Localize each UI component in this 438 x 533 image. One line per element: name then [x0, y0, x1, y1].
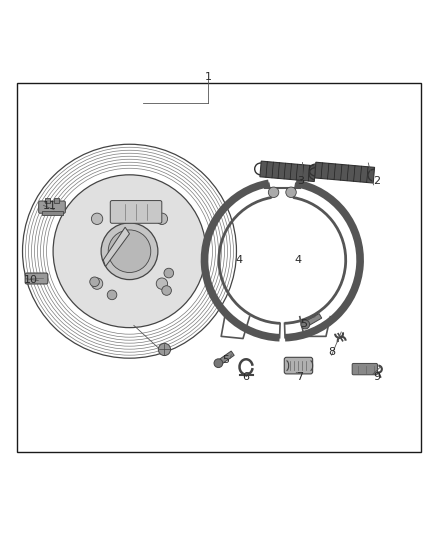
FancyBboxPatch shape	[352, 364, 378, 375]
Text: 3: 3	[297, 176, 304, 187]
Circle shape	[92, 278, 103, 289]
Polygon shape	[217, 351, 234, 365]
Text: 4: 4	[235, 255, 242, 265]
Text: 4: 4	[294, 255, 301, 265]
Text: 6: 6	[243, 372, 250, 382]
Circle shape	[268, 187, 279, 198]
Bar	[17, 83, 421, 452]
Circle shape	[90, 277, 99, 287]
Polygon shape	[260, 161, 316, 182]
FancyBboxPatch shape	[25, 273, 48, 284]
Text: 5: 5	[223, 356, 230, 365]
Circle shape	[162, 286, 171, 295]
Text: 11: 11	[42, 201, 57, 211]
Text: 1: 1	[205, 71, 212, 82]
Circle shape	[53, 175, 206, 328]
Circle shape	[214, 359, 223, 368]
Text: 2: 2	[374, 176, 381, 187]
Circle shape	[108, 230, 151, 272]
FancyBboxPatch shape	[110, 200, 162, 223]
Polygon shape	[103, 227, 130, 266]
Circle shape	[156, 213, 168, 224]
Bar	[42, 212, 63, 215]
Circle shape	[286, 187, 296, 198]
Polygon shape	[304, 313, 322, 327]
Text: 8: 8	[328, 346, 335, 357]
Circle shape	[92, 213, 103, 224]
Bar	[45, 198, 50, 203]
Text: 5: 5	[300, 319, 307, 329]
FancyBboxPatch shape	[284, 357, 313, 374]
Circle shape	[301, 320, 310, 329]
Circle shape	[107, 290, 117, 300]
Circle shape	[158, 343, 170, 356]
Text: 10: 10	[23, 276, 37, 286]
Circle shape	[101, 223, 158, 280]
Circle shape	[164, 268, 173, 278]
Bar	[54, 198, 59, 203]
Circle shape	[156, 278, 168, 289]
FancyBboxPatch shape	[39, 201, 65, 213]
Polygon shape	[314, 162, 374, 183]
Text: 9: 9	[374, 372, 381, 382]
Text: 7: 7	[296, 372, 304, 382]
